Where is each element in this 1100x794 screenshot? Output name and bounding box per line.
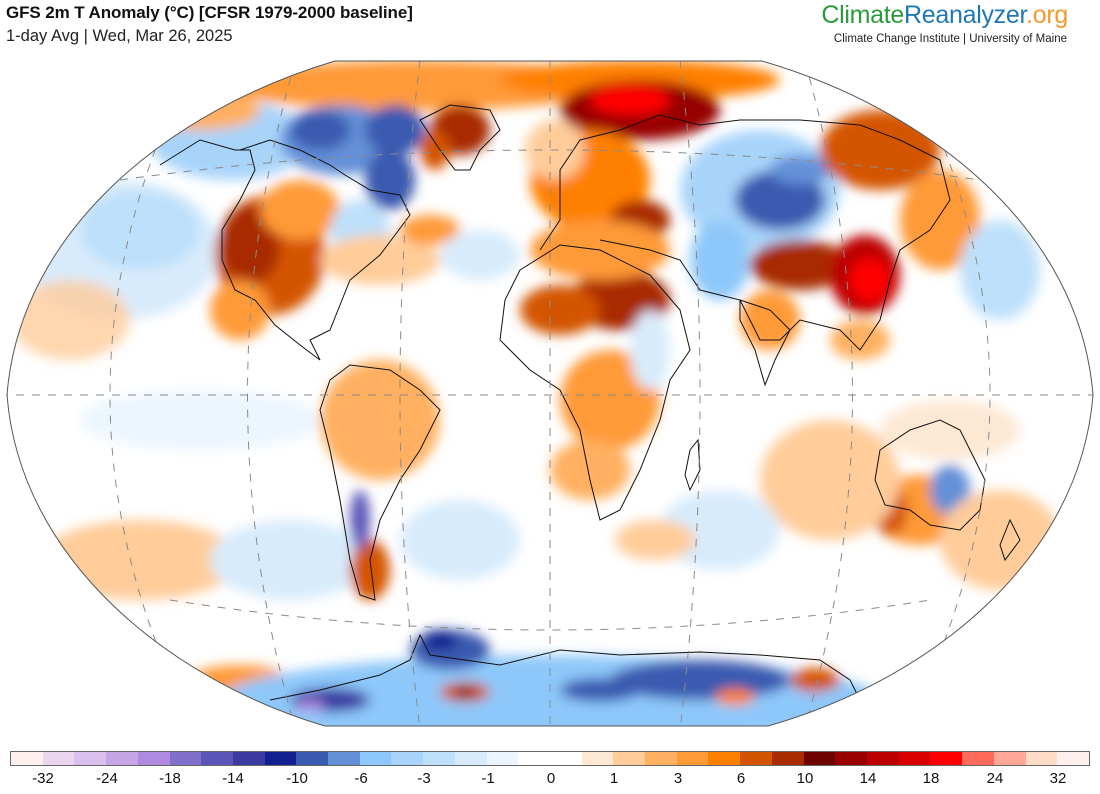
colorbar-tick-label: 24	[986, 770, 1004, 787]
colorbar-segment	[708, 752, 741, 765]
brand-logo[interactable]: ClimateReanalyzer.org	[821, 1, 1068, 30]
colorbar-segment	[106, 752, 138, 765]
colorbar-tick-label: -6	[354, 770, 368, 787]
colorbar-tick-label: 0	[546, 770, 556, 787]
colorbar-segment	[201, 752, 233, 765]
map-field	[7, 61, 1093, 726]
colorbar-tick-label: -24	[96, 770, 118, 787]
colorbar-segment	[11, 752, 43, 765]
colorbar-segment	[803, 752, 836, 765]
colorbar-tick-label: -10	[286, 770, 308, 787]
colorbar-segment	[137, 752, 170, 765]
colorbar-segment	[518, 752, 550, 765]
colorbar-segment	[232, 752, 265, 765]
colorbar-segment	[645, 752, 677, 765]
colorbar-segment	[676, 752, 709, 765]
colorbar-segment	[42, 752, 75, 765]
colorbar-segment	[486, 752, 519, 765]
graticule	[7, 61, 1093, 726]
colorbar-segment	[74, 752, 107, 765]
colorbar-tick-label: 1	[609, 770, 619, 787]
colorbar-tick-labels: -32 -24 -18 -14 -10 -6 -3 -1 0 1 3 6 10 14 18 24 32	[0, 770, 1100, 790]
colorbar-segment	[771, 752, 804, 765]
colorbar-tick-label: -1	[481, 770, 495, 787]
colorbar-tick-label: 32	[1049, 770, 1067, 787]
colorbar-tick-label: 14	[859, 770, 877, 787]
colorbar-segment	[993, 752, 1026, 765]
colorbar-segment	[581, 752, 614, 765]
colorbar-tick-label: 10	[796, 770, 814, 787]
colorbar-segment	[1057, 752, 1089, 765]
colorbar-segment	[549, 752, 582, 765]
colorbar-tick-label: -18	[159, 770, 181, 787]
colorbar-segment	[296, 752, 329, 765]
colorbar-segment	[962, 752, 994, 765]
colorbar-segment	[359, 752, 392, 765]
colorbar-tick-label: 6	[736, 770, 746, 787]
colorbar-tick-label: -3	[417, 770, 431, 787]
chart-subtitle: 1-day Avg | Wed, Mar 26, 2025	[6, 27, 233, 45]
colorbar-segment	[264, 752, 297, 765]
colorbar-segment	[328, 752, 360, 765]
colorbar-tick-label: 3	[673, 770, 683, 787]
colorbar-segment	[930, 752, 963, 765]
colorbar-segment	[169, 752, 202, 765]
colorbar-segment	[613, 752, 646, 765]
coastlines	[159, 104, 1021, 701]
colorbar-tick-label: 18	[922, 770, 940, 787]
colorbar-segment	[391, 752, 424, 765]
globe-outline	[6, 60, 1094, 727]
colorbar-segment	[866, 752, 899, 765]
colorbar-segment	[740, 752, 772, 765]
colorbar-segment	[454, 752, 487, 765]
colorbar-tick-label: -14	[222, 770, 244, 787]
colorbar-segment	[898, 752, 931, 765]
chart-title: GFS 2m T Anomaly (°C) [CFSR 1979-2000 ba…	[6, 3, 413, 22]
colorbar-segment	[835, 752, 867, 765]
brand-part-reanalyzer: Reanalyzer	[904, 1, 1027, 29]
colorbar	[10, 751, 1090, 766]
brand-part-climate: Climate	[821, 1, 905, 29]
colorbar-segment	[423, 752, 455, 765]
brand-tagline: Climate Change Institute | University of…	[833, 33, 1067, 45]
colorbar-tick-label: -32	[32, 770, 54, 787]
colorbar-segment	[1025, 752, 1058, 765]
brand-part-org: .org	[1026, 1, 1068, 29]
